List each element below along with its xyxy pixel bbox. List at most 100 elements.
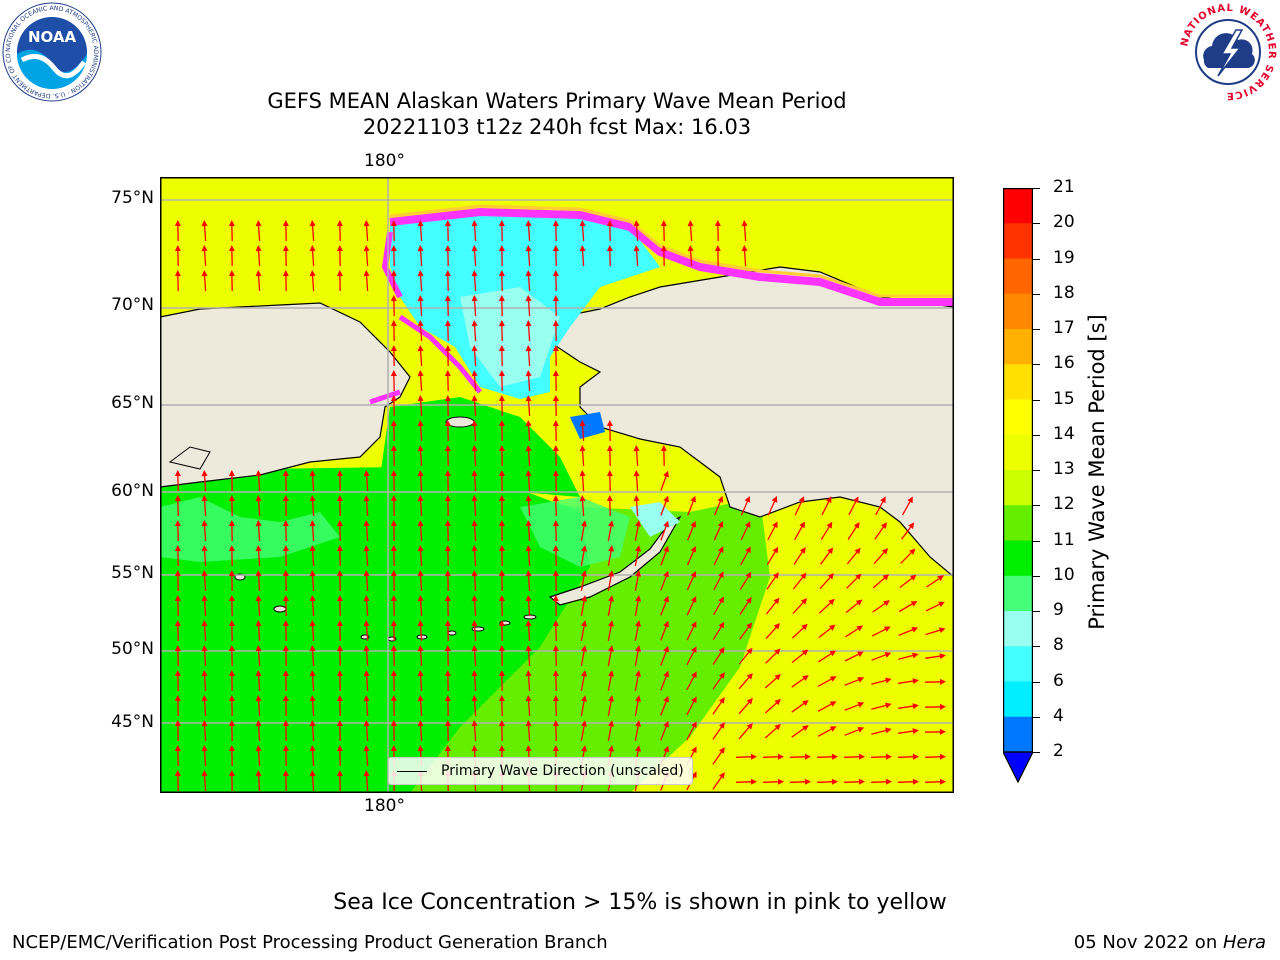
- wave-direction-arrow-head: [606, 495, 613, 502]
- wave-direction-arrow-shaft: [740, 523, 750, 541]
- wave-direction-arrow-head: [417, 420, 424, 427]
- wave-direction-arrow-head: [174, 645, 181, 652]
- wave-direction-arrow-head: [282, 645, 289, 652]
- wave-direction-arrow-head: [471, 270, 478, 277]
- wave-direction-arrow-head: [255, 770, 262, 777]
- wave-direction-arrow-head: [471, 720, 478, 727]
- wave-direction-arrow-head: [552, 670, 559, 677]
- wave-direction-arrow-head: [390, 445, 397, 452]
- wave-direction-arrow-head: [309, 620, 316, 627]
- wave-direction-arrow-head: [363, 245, 370, 252]
- wave-direction-arrow-head: [228, 770, 235, 777]
- wave-direction-arrow-head: [471, 220, 478, 227]
- wave-direction-arrow-head: [309, 495, 316, 502]
- wave-direction-arrow-head: [174, 495, 181, 502]
- wave-direction-arrow-head: [608, 645, 614, 652]
- wave-direction-arrow-head: [498, 645, 505, 652]
- wave-direction-arrow-head: [417, 495, 424, 502]
- wave-direction-arrow-shaft: [713, 523, 723, 541]
- wave-direction-arrow-head: [228, 720, 235, 727]
- wave-direction-arrow-head: [552, 720, 559, 727]
- colorbar-tick-label: 19: [1053, 247, 1075, 268]
- lon-label-top: 180°: [364, 151, 405, 171]
- wave-direction-arrow-shaft: [791, 625, 807, 639]
- wave-direction-arrow-head: [912, 652, 919, 659]
- wave-direction-arrow-head: [471, 320, 478, 327]
- wave-direction-arrow-head: [417, 245, 424, 252]
- colorbar-segment: [1003, 434, 1033, 471]
- wave-direction-arrow-head: [498, 395, 505, 402]
- wave-direction-arrow-head: [829, 676, 837, 682]
- wave-direction-arrow-head: [691, 746, 697, 754]
- wave-direction-arrow-head: [608, 695, 614, 702]
- wave-direction-arrow-head: [773, 623, 780, 630]
- chart-subtitle: 20221103 t12z 240h fcst Max: 16.03: [362, 115, 752, 139]
- wave-direction-arrow-shaft: [794, 498, 804, 516]
- wave-direction-arrow-head: [663, 720, 669, 728]
- chukchi-sea-pale: [460, 287, 560, 387]
- wave-direction-arrow-head: [691, 696, 697, 704]
- wave-direction-arrow-head: [255, 620, 262, 627]
- colorbar-tick-mark: [1033, 752, 1040, 753]
- wave-direction-arrow-head: [552, 695, 559, 702]
- wave-direction-arrow-head: [880, 522, 887, 529]
- wave-direction-arrow-head: [363, 495, 370, 502]
- wave-direction-arrow-head: [911, 626, 919, 633]
- wave-direction-arrow-head: [829, 726, 837, 732]
- wave-direction-arrow-shaft: [845, 600, 861, 614]
- wave-direction-arrow-head: [444, 645, 451, 652]
- wave-direction-arrow-head: [201, 695, 208, 702]
- wave-direction-arrow-head: [498, 420, 505, 427]
- colorbar-tick-mark: [1033, 258, 1040, 260]
- wave-direction-arrow-shaft: [740, 548, 750, 566]
- wave-direction-arrow-head: [606, 245, 613, 252]
- wave-direction-arrow-head: [201, 720, 208, 727]
- wave-direction-arrow-shaft: [764, 725, 780, 739]
- wave-direction-arrow-head: [498, 320, 505, 327]
- wave-direction-arrow-head: [581, 670, 587, 677]
- wave-direction-arrow-head: [635, 595, 641, 602]
- wave-direction-arrow-head: [804, 778, 811, 785]
- wave-direction-arrow-head: [525, 545, 532, 552]
- wave-direction-arrow-head: [336, 695, 343, 702]
- wave-direction-arrow-head: [635, 745, 641, 752]
- colorbar-tick-label: 15: [1053, 388, 1075, 409]
- map-legend: Primary Wave Direction (unscaled): [388, 757, 693, 785]
- wave-direction-arrow-head: [282, 670, 289, 677]
- wave-direction-arrow-head: [663, 745, 669, 753]
- lat-label-75: 75°N: [111, 188, 154, 208]
- wave-direction-arrow-head: [525, 595, 532, 602]
- wave-direction-arrow-shaft: [871, 653, 889, 661]
- land-siberia: [160, 302, 411, 488]
- colorbar-segment: [1003, 540, 1033, 577]
- wave-direction-arrow-head: [907, 496, 913, 504]
- wave-direction-arrow-shaft: [765, 624, 779, 640]
- wave-direction-arrow-head: [912, 678, 919, 685]
- wave-direction-arrow-head: [363, 470, 370, 477]
- wave-direction-arrow-head: [255, 695, 262, 702]
- wave-direction-arrow-head: [691, 646, 697, 654]
- wave-direction-arrow-head: [801, 649, 809, 656]
- wave-direction-arrow-head: [174, 670, 181, 677]
- wave-direction-arrow-head: [525, 520, 532, 527]
- wave-direction-arrow-head: [363, 520, 370, 527]
- wave-direction-arrow-head: [444, 595, 451, 602]
- colorbar-segment: [1003, 575, 1033, 612]
- wave-direction-arrow-head: [444, 520, 451, 527]
- wave-direction-arrow-head: [745, 546, 751, 554]
- wave-direction-arrow-shaft: [871, 704, 889, 710]
- wave-direction-arrow-head: [228, 520, 235, 527]
- wave-direction-arrow-head: [363, 770, 370, 777]
- wave-direction-arrow-head: [417, 320, 424, 327]
- wave-direction-arrow-head: [309, 695, 316, 702]
- wave-direction-arrow-head: [498, 295, 505, 302]
- wave-direction-arrow-head: [608, 545, 614, 552]
- wave-direction-arrow-head: [855, 573, 862, 580]
- wave-direction-arrow-head: [417, 545, 424, 552]
- wave-direction-arrow-head: [336, 670, 343, 677]
- wave-direction-arrow-head: [525, 445, 532, 452]
- wave-direction-arrow-head: [282, 245, 289, 252]
- wave-direction-arrow-head: [390, 645, 397, 652]
- wave-direction-arrow-head: [255, 720, 262, 727]
- wave-direction-arrow-head: [390, 720, 397, 727]
